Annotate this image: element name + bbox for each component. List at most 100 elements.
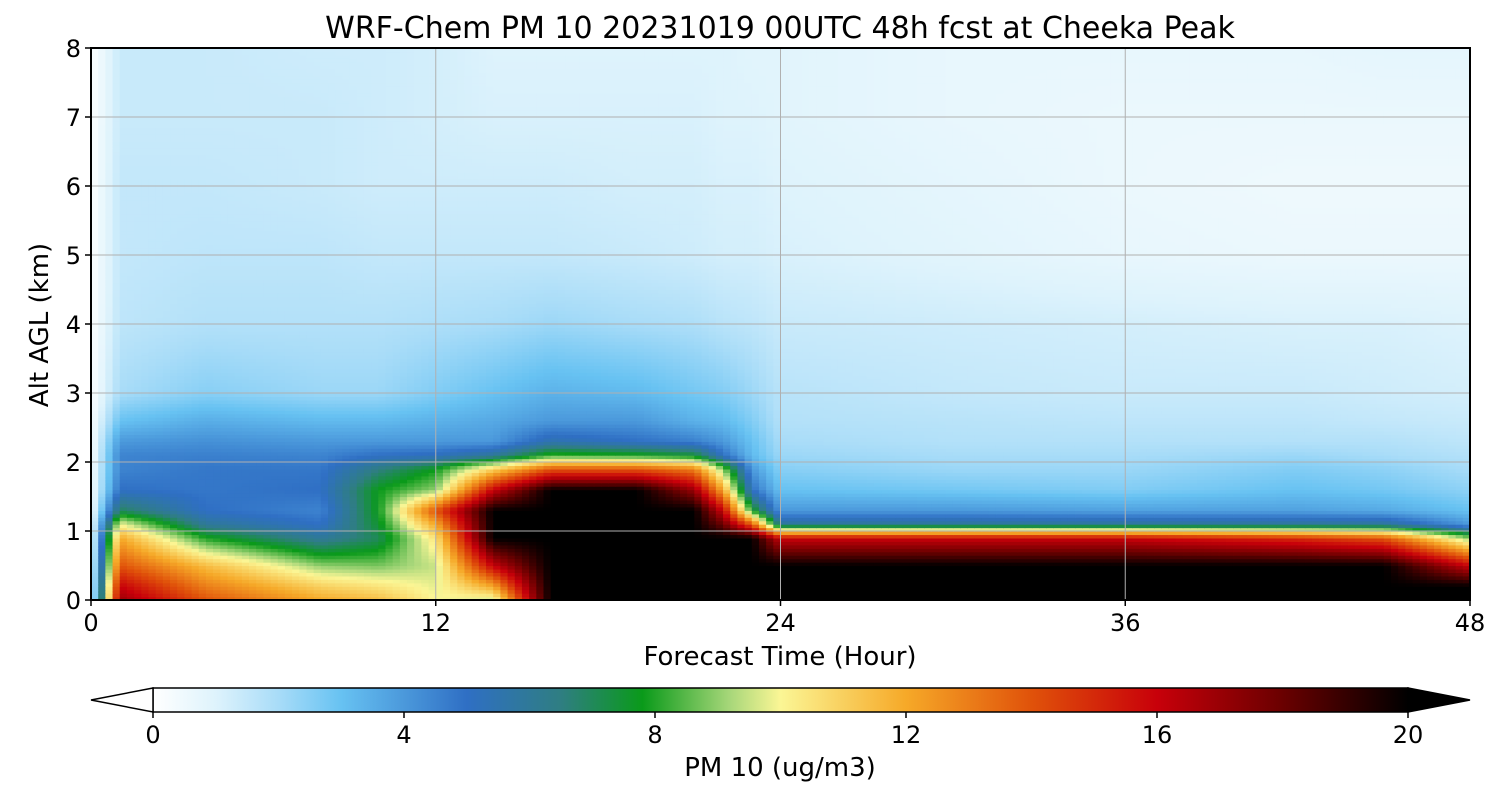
field-cell	[199, 579, 207, 583]
field-cell	[759, 590, 767, 594]
field-cell	[852, 524, 860, 528]
field-cell	[170, 545, 178, 549]
field-cell	[881, 572, 889, 576]
field-cell	[745, 534, 753, 538]
field-cell	[1089, 569, 1097, 573]
field-cell	[881, 517, 889, 521]
field-cell	[1018, 583, 1026, 587]
field-cell	[1427, 545, 1435, 549]
field-cell	[824, 534, 832, 538]
field-cell	[429, 541, 437, 545]
field-cell	[608, 586, 616, 590]
field-cell	[888, 510, 896, 514]
field-cell	[1398, 569, 1406, 573]
field-cell	[163, 548, 171, 552]
field-cell	[1154, 555, 1162, 559]
field-cell	[601, 572, 609, 576]
field-cell	[766, 586, 774, 590]
field-cell	[1262, 548, 1270, 552]
field-cell	[644, 548, 652, 552]
field-cell	[931, 524, 939, 528]
field-cell	[184, 517, 192, 521]
field-cell	[1456, 548, 1464, 552]
field-cell	[321, 531, 329, 535]
field-cell	[1427, 514, 1435, 518]
field-cell	[1003, 538, 1011, 542]
field-cell	[1255, 538, 1263, 542]
field-cell	[1269, 572, 1277, 576]
field-cell	[1082, 579, 1090, 583]
field-cell	[723, 586, 731, 590]
field-cell	[278, 583, 286, 587]
field-cell	[982, 514, 990, 518]
field-cell	[134, 593, 142, 597]
field-cell	[407, 545, 415, 549]
field-cell	[903, 590, 911, 594]
field-cell	[809, 510, 817, 514]
field-cell	[1161, 552, 1169, 556]
field-cell	[342, 593, 350, 597]
field-cell	[342, 541, 350, 545]
field-cell	[314, 586, 322, 590]
field-cell	[651, 586, 659, 590]
field-cell	[565, 514, 573, 518]
field-cell	[421, 521, 429, 525]
field-cell	[400, 524, 408, 528]
field-cell	[587, 541, 595, 545]
field-cell	[809, 593, 817, 597]
field-cell	[1168, 562, 1176, 566]
field-cell	[256, 531, 264, 535]
field-cell	[1434, 521, 1442, 525]
field-cell	[773, 534, 781, 538]
field-cell	[946, 579, 954, 583]
field-cell	[457, 559, 465, 563]
field-cell	[745, 538, 753, 542]
field-cell	[615, 534, 623, 538]
field-cell	[1405, 572, 1413, 576]
field-cell	[1140, 590, 1148, 594]
field-cell	[1348, 583, 1356, 587]
field-cell	[1434, 552, 1442, 556]
field-cell	[1226, 586, 1234, 590]
field-cell	[1247, 562, 1255, 566]
field-cell	[522, 569, 530, 573]
field-cell	[816, 579, 824, 583]
field-cell	[1255, 555, 1263, 559]
field-cell	[1448, 548, 1456, 552]
field-cell	[314, 593, 322, 597]
field-cell	[1240, 566, 1248, 570]
field-cell	[816, 583, 824, 587]
field-cell	[1068, 524, 1076, 528]
field-cell	[464, 524, 472, 528]
field-cell	[105, 545, 113, 549]
field-cell	[235, 524, 243, 528]
field-cell	[271, 552, 279, 556]
field-cell	[939, 552, 947, 556]
field-cell	[666, 586, 674, 590]
field-cell	[278, 559, 286, 563]
field-cell	[536, 566, 544, 570]
field-cell	[658, 586, 666, 590]
field-cell	[687, 569, 695, 573]
field-cell	[1334, 579, 1342, 583]
field-cell	[314, 517, 322, 521]
field-cell	[1398, 517, 1406, 521]
field-cell	[314, 583, 322, 587]
field-cell	[91, 541, 99, 545]
field-cell	[177, 569, 185, 573]
field-cell	[709, 545, 717, 549]
field-cell	[1211, 548, 1219, 552]
field-cell	[1068, 552, 1076, 556]
field-cell	[472, 541, 480, 545]
field-cell	[730, 514, 738, 518]
field-cell	[1039, 521, 1047, 525]
field-cell	[105, 590, 113, 594]
field-cell	[127, 534, 135, 538]
field-cell	[608, 510, 616, 514]
field-cell	[974, 569, 982, 573]
field-cell	[1290, 569, 1298, 573]
field-cell	[1097, 510, 1105, 514]
field-cell	[967, 555, 975, 559]
field-cell	[242, 576, 250, 580]
field-cell	[924, 524, 932, 528]
